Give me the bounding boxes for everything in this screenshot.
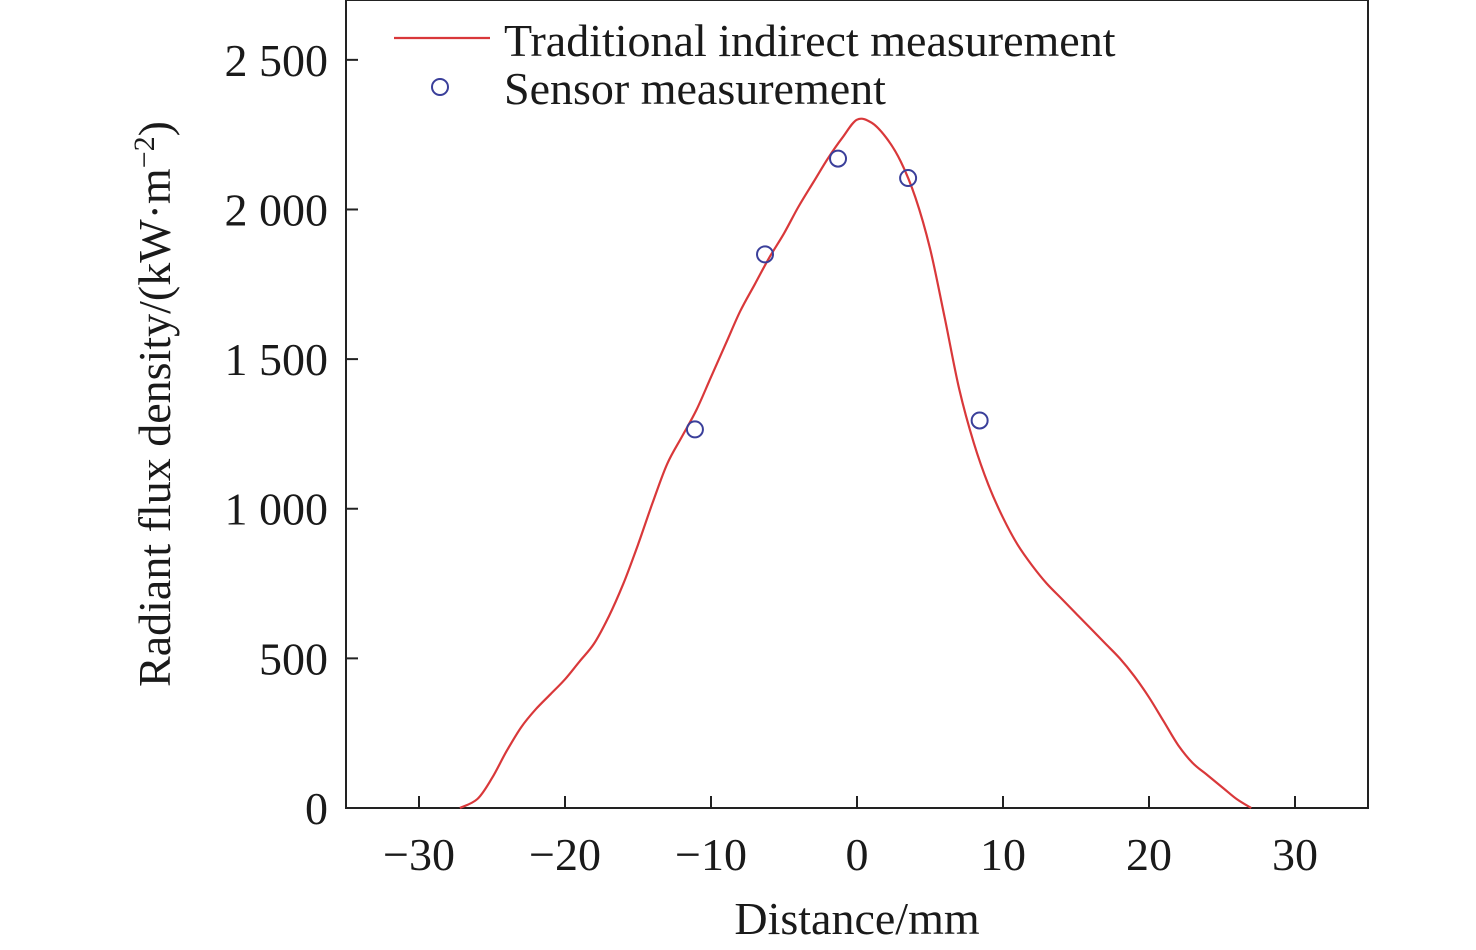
data-point-sensor <box>829 149 848 168</box>
y-tick-label: 2 000 <box>225 184 329 235</box>
data-point-sensor <box>685 420 704 439</box>
x-tick-label: −20 <box>529 829 601 880</box>
legend: Traditional indirect measurement Sensor … <box>394 15 1116 114</box>
data-point-sensor <box>756 245 775 264</box>
legend-label-sensor: Sensor measurement <box>504 63 886 114</box>
y-tick-label: 2 500 <box>225 35 329 86</box>
series-line-traditional <box>459 117 1252 809</box>
x-tick-label: 30 <box>1272 829 1318 880</box>
y-axis-title-close: ) <box>129 121 180 136</box>
x-tick-label: 20 <box>1126 829 1172 880</box>
data-point-sensor <box>970 411 989 430</box>
x-tick-label: 10 <box>980 829 1026 880</box>
x-axis-ticks: −30 −20 −10 0 10 20 30 <box>383 796 1318 880</box>
y-axis-title-superscript: −2 <box>128 136 161 168</box>
plot-frame <box>345 0 1369 809</box>
y-tick-label: 0 <box>305 783 328 834</box>
y-tick-label: 1 000 <box>225 484 329 535</box>
y-axis-ticks: 0 500 1 000 1 500 2 000 2 500 <box>225 35 358 834</box>
x-tick-label: −10 <box>675 829 747 880</box>
y-tick-label: 500 <box>259 633 328 684</box>
y-axis-title-main: Radiant flux density/(kW·m <box>129 168 180 687</box>
legend-swatch-marker <box>431 78 449 96</box>
y-tick-label: 1 500 <box>225 334 329 385</box>
x-tick-label: −30 <box>383 829 455 880</box>
data-point-sensor <box>899 169 918 188</box>
legend-label-traditional: Traditional indirect measurement <box>504 15 1116 66</box>
x-axis-title: Distance/mm <box>734 893 979 944</box>
x-tick-label: 0 <box>846 829 869 880</box>
series-scatter-sensor <box>685 149 989 439</box>
y-axis-title: Radiant flux density/(kW·m−2) <box>128 121 180 687</box>
